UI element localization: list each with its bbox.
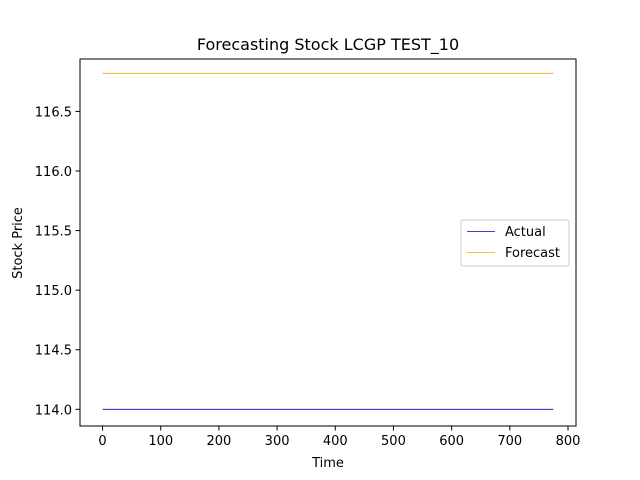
x-axis-title: Time [311, 456, 344, 471]
legend: Actual Forecast [460, 219, 570, 267]
x-tick-label: 400 [323, 434, 348, 449]
legend-label-forecast: Forecast [505, 246, 560, 261]
x-tick-label: 700 [497, 434, 522, 449]
x-tick-label: 500 [381, 434, 406, 449]
chart-title: Forecasting Stock LCGP TEST_10 [197, 35, 459, 55]
x-axis-ticks: 0 100 200 300 400 500 600 700 800 [98, 426, 580, 449]
y-tick-label: 115.0 [35, 284, 72, 299]
y-tick-label: 115.5 [35, 225, 72, 240]
y-tick-label: 116.0 [35, 165, 72, 180]
plot-frame [79, 58, 577, 427]
x-tick-label: 300 [265, 434, 290, 449]
x-tick-label: 600 [439, 434, 464, 449]
y-axis-ticks: 114.0 114.5 115.0 115.5 116.0 116.5 [35, 105, 80, 418]
y-tick-label: 114.0 [35, 403, 72, 418]
y-axis-title: Stock Price [11, 207, 26, 279]
legend-label-actual: Actual [505, 225, 546, 240]
y-tick-label: 116.5 [35, 105, 72, 120]
y-tick-label: 114.5 [35, 344, 72, 359]
x-tick-label: 200 [206, 434, 231, 449]
x-tick-label: 100 [148, 434, 173, 449]
x-tick-label: 0 [98, 434, 106, 449]
x-tick-label: 800 [556, 434, 581, 449]
